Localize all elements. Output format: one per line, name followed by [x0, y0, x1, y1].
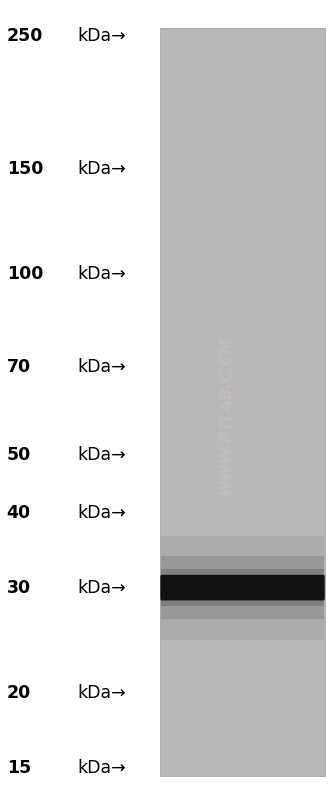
Text: kDa→: kDa→ — [78, 446, 126, 464]
Text: kDa→: kDa→ — [78, 27, 126, 45]
Text: kDa→: kDa→ — [78, 504, 126, 522]
Text: 20: 20 — [7, 684, 31, 702]
Text: 40: 40 — [7, 504, 31, 522]
Bar — [161, 569, 324, 606]
Text: WWW.PTLAB.C.CM: WWW.PTLAB.C.CM — [218, 337, 234, 495]
Text: 70: 70 — [7, 358, 31, 376]
Bar — [161, 536, 324, 640]
Text: 50: 50 — [7, 446, 31, 464]
Text: 30: 30 — [7, 578, 31, 597]
Text: kDa→: kDa→ — [78, 578, 126, 597]
Text: 100: 100 — [7, 266, 43, 283]
Bar — [160, 28, 325, 776]
Text: kDa→: kDa→ — [78, 266, 126, 283]
Text: 150: 150 — [7, 160, 43, 178]
Text: 15: 15 — [7, 759, 31, 777]
FancyBboxPatch shape — [160, 575, 325, 601]
Bar — [161, 557, 324, 619]
Text: kDa→: kDa→ — [78, 160, 126, 178]
Text: kDa→: kDa→ — [78, 759, 126, 777]
Text: kDa→: kDa→ — [78, 684, 126, 702]
Text: 250: 250 — [7, 27, 43, 45]
Text: kDa→: kDa→ — [78, 358, 126, 376]
